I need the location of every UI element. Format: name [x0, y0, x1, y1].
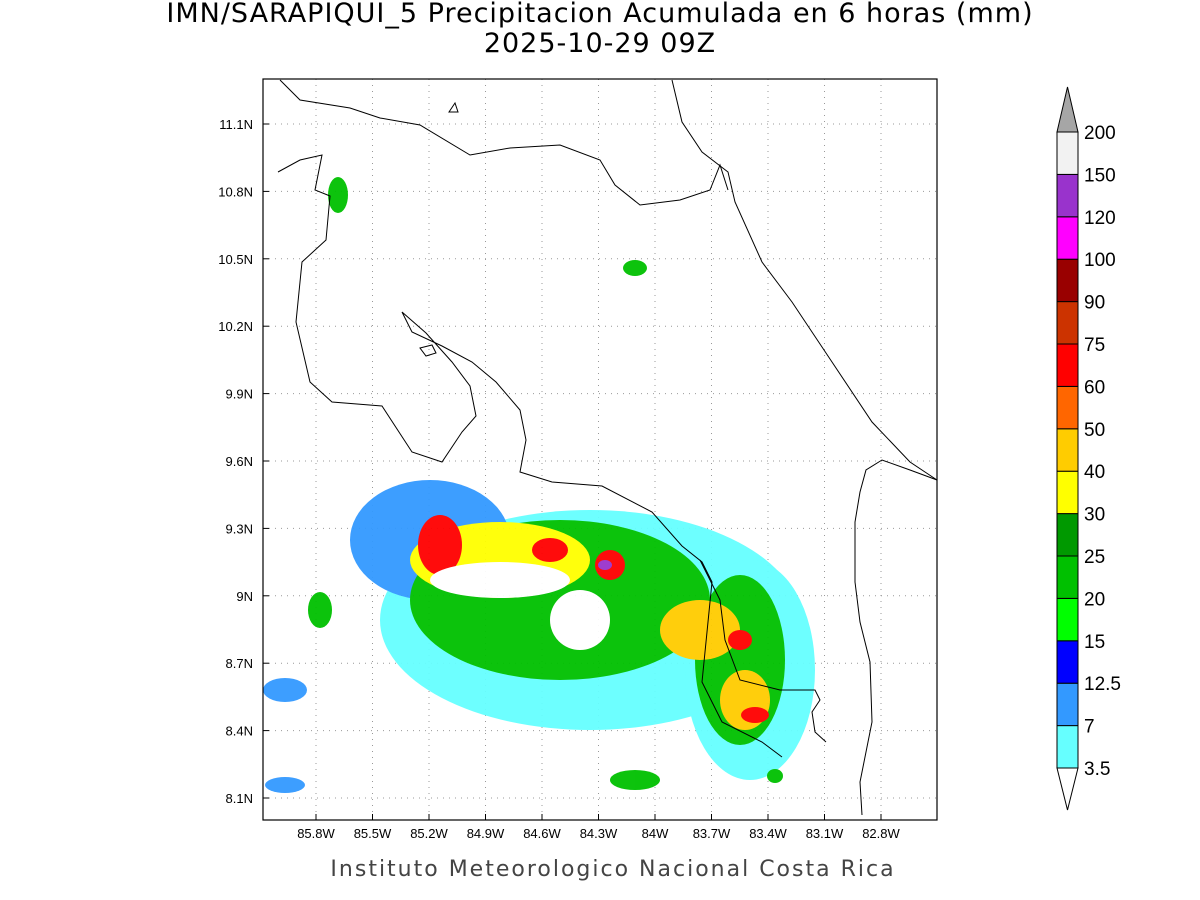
colorbar-label: 150: [1084, 165, 1116, 186]
colorbar-box: [1056, 258, 1079, 303]
lat-label: 10.5N: [218, 252, 253, 267]
precip-area: [532, 538, 568, 562]
lat-label: 9.3N: [226, 521, 253, 536]
colorbar-label: 30: [1084, 505, 1105, 526]
lon-label: 85.2W: [410, 826, 448, 841]
colorbar-box: [1056, 555, 1079, 599]
coastline: [279, 79, 729, 206]
precip-area: [308, 592, 332, 628]
colorbar-box: [1056, 725, 1079, 769]
map-frame: [262, 78, 938, 821]
precip-area: [263, 678, 307, 702]
colorbar-label: 120: [1084, 208, 1116, 229]
colorbar-box: [1056, 513, 1079, 557]
colorbar-label: 200: [1084, 123, 1116, 144]
colorbar-label: 25: [1084, 547, 1105, 568]
lat-label: 9.6N: [226, 454, 253, 469]
colorbar-label: 90: [1084, 293, 1105, 314]
precip-area: [328, 177, 348, 213]
coastline: [854, 459, 938, 816]
colorbar-label: 100: [1084, 250, 1116, 271]
lon-label: 85.8W: [297, 826, 335, 841]
coastline: [277, 154, 783, 758]
coastlines: [277, 79, 938, 816]
precip-area: [598, 560, 612, 570]
lon-label: 83.7W: [693, 826, 731, 841]
colorbar-label: 3.5: [1084, 759, 1110, 780]
footer: Instituto Meteorologico Nacional Costa R…: [330, 857, 895, 882]
lon-label: 85.5W: [354, 826, 392, 841]
precip-area: [623, 260, 647, 276]
colorbar: 3.5 7 12.5 15 20 25 30 40 50 60 75 90 100 120 150 200: [1056, 86, 1121, 811]
dry-area: [430, 562, 570, 598]
precip-field: [263, 177, 815, 793]
island: [448, 101, 459, 113]
precip-area: [741, 707, 769, 723]
lon-label: 84.6W: [523, 826, 561, 841]
lon-label: 84W: [642, 826, 669, 841]
lat-label: 10.8N: [218, 184, 253, 199]
lat-label: 8.7N: [226, 656, 253, 671]
colorbar-triangle: [1056, 767, 1079, 811]
colorbar-label: 50: [1084, 420, 1105, 441]
colorbar-label: 75: [1084, 335, 1105, 356]
border: [699, 559, 827, 743]
lat-label: 9N: [236, 589, 253, 604]
coastline: [671, 79, 938, 481]
colorbar-box: [1056, 301, 1079, 345]
colorbar-box: [1056, 682, 1079, 727]
lon-label: 84.9W: [467, 826, 505, 841]
colorbar-box: [1056, 428, 1079, 472]
colorbar-box: [1056, 640, 1079, 684]
lat-label: 10.2N: [218, 319, 253, 334]
colorbar-box: [1056, 597, 1079, 642]
colorbar-label: 20: [1084, 589, 1105, 610]
colorbar-box: [1056, 173, 1079, 218]
lon-label: 83.4W: [749, 826, 787, 841]
lat-label: 8.1N: [226, 791, 253, 806]
lon-label: 82.8W: [862, 826, 900, 841]
subtitle: 2025-10-29 09Z: [484, 28, 716, 59]
precip-area: [728, 630, 752, 650]
colorbar-box: [1056, 470, 1079, 515]
colorbar-box: [1056, 216, 1079, 260]
colorbar-label: 15: [1084, 632, 1105, 653]
colorbar-box: [1056, 131, 1079, 175]
lat-label: 8.4N: [226, 724, 253, 739]
dry-area: [550, 590, 610, 650]
colorbar-label: 7: [1084, 717, 1095, 738]
precip-area: [265, 777, 305, 793]
precip-area: [660, 600, 740, 660]
colorbar-box: [1056, 385, 1079, 430]
precip-area: [767, 769, 783, 783]
lat-label: 11.1N: [219, 117, 253, 132]
lat-label: 9.9N: [226, 387, 253, 402]
title: IMN/SARAPIQUI_5 Precipitacion Acumulada …: [166, 0, 1033, 29]
colorbar-box: [1056, 343, 1079, 387]
precip-area: [610, 770, 660, 790]
colorbar-triangle: [1056, 86, 1079, 133]
colorbar-label: 12.5: [1084, 674, 1121, 695]
colorbar-label: 60: [1084, 377, 1105, 398]
island: [419, 344, 437, 357]
lon-label: 83.1W: [806, 826, 844, 841]
lon-label: 84.3W: [580, 826, 618, 841]
colorbar-label: 40: [1084, 462, 1105, 483]
precip-area: [418, 515, 462, 575]
